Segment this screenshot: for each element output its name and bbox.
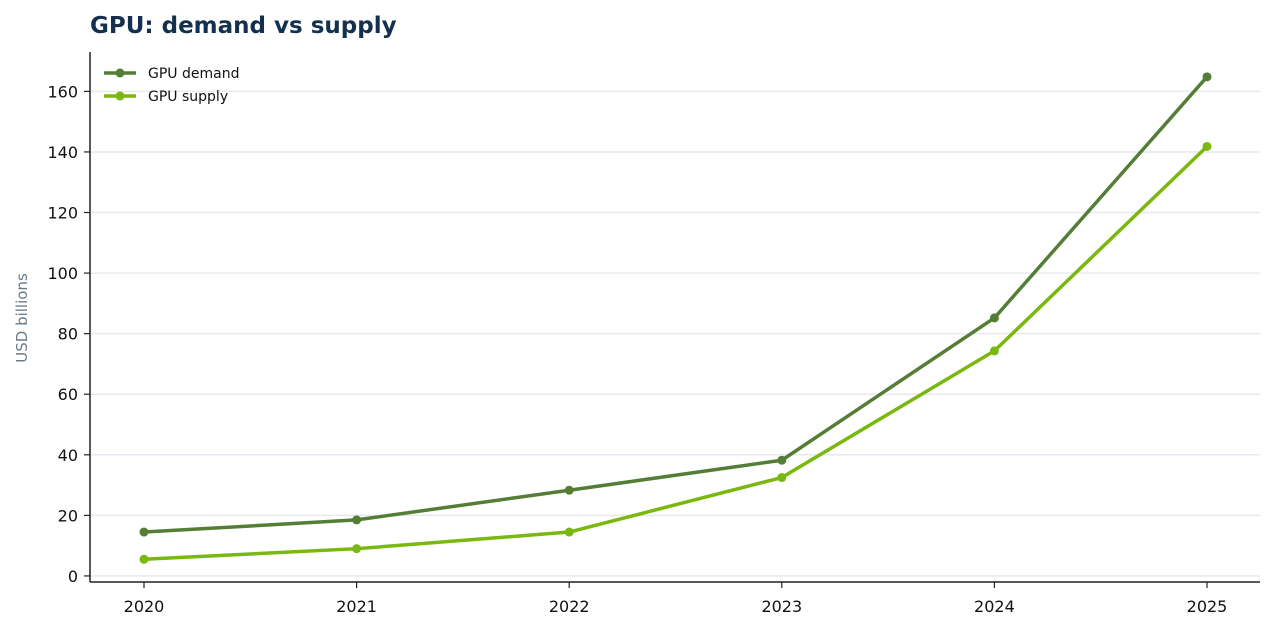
grid-lines <box>90 90 1260 577</box>
legend-swatch-marker <box>115 68 125 78</box>
gpu-demand-point <box>989 313 999 323</box>
series-lines <box>139 72 1212 564</box>
x-tick-label: 2021 <box>336 597 377 616</box>
series-gpu-supply <box>139 141 1212 564</box>
gpu-demand-point <box>139 527 149 537</box>
chart-title: GPU: demand vs supply <box>90 13 397 39</box>
y-axis-label: USD billions <box>13 273 31 363</box>
x-tick-label: 2022 <box>549 597 590 616</box>
x-tick-label: 2024 <box>974 597 1015 616</box>
series-gpu-demand <box>139 72 1212 537</box>
legend-item-gpu-supply: GPU supply <box>104 89 228 105</box>
x-tick-label: 2020 <box>124 597 165 616</box>
x-tick-label: 2023 <box>761 597 802 616</box>
gpu-demand-point <box>352 515 362 525</box>
y-tick-label: 160 <box>47 82 78 101</box>
y-tick-label: 140 <box>47 143 78 162</box>
legend-item-gpu-demand: GPU demand <box>104 66 239 82</box>
gpu-supply-point <box>1202 141 1212 151</box>
gpu-supply-point <box>989 346 999 356</box>
legend-swatch-marker <box>115 91 125 101</box>
gpu-demand-line <box>142 75 1209 534</box>
legend-label: GPU demand <box>148 66 239 82</box>
x-tick-label: 2025 <box>1187 597 1228 616</box>
y-tick-label: 0 <box>68 567 78 586</box>
tick-labels: 0 20 40 60 80 100 120 140 160 2020 2021 2022 2023 202… <box>47 82 1227 616</box>
axes <box>84 52 1260 588</box>
gpu-demand-point <box>1202 72 1212 82</box>
gpu-supply-point <box>352 544 362 554</box>
gpu-supply-point <box>777 473 787 483</box>
gpu-supply-line <box>142 144 1209 562</box>
y-tick-label: 40 <box>58 446 78 465</box>
gpu-demand-point <box>777 455 787 465</box>
y-tick-label: 80 <box>58 325 78 344</box>
gpu-supply-point <box>564 527 574 537</box>
y-tick-label: 20 <box>58 506 78 525</box>
legend-label: GPU supply <box>148 89 228 105</box>
legend: GPU demand GPU supply <box>104 66 239 105</box>
y-tick-label: 60 <box>58 385 78 404</box>
y-tick-label: 100 <box>47 264 78 283</box>
gpu-supply-point <box>139 554 149 564</box>
gpu-demand-point <box>564 485 574 495</box>
y-tick-label: 120 <box>47 204 78 223</box>
